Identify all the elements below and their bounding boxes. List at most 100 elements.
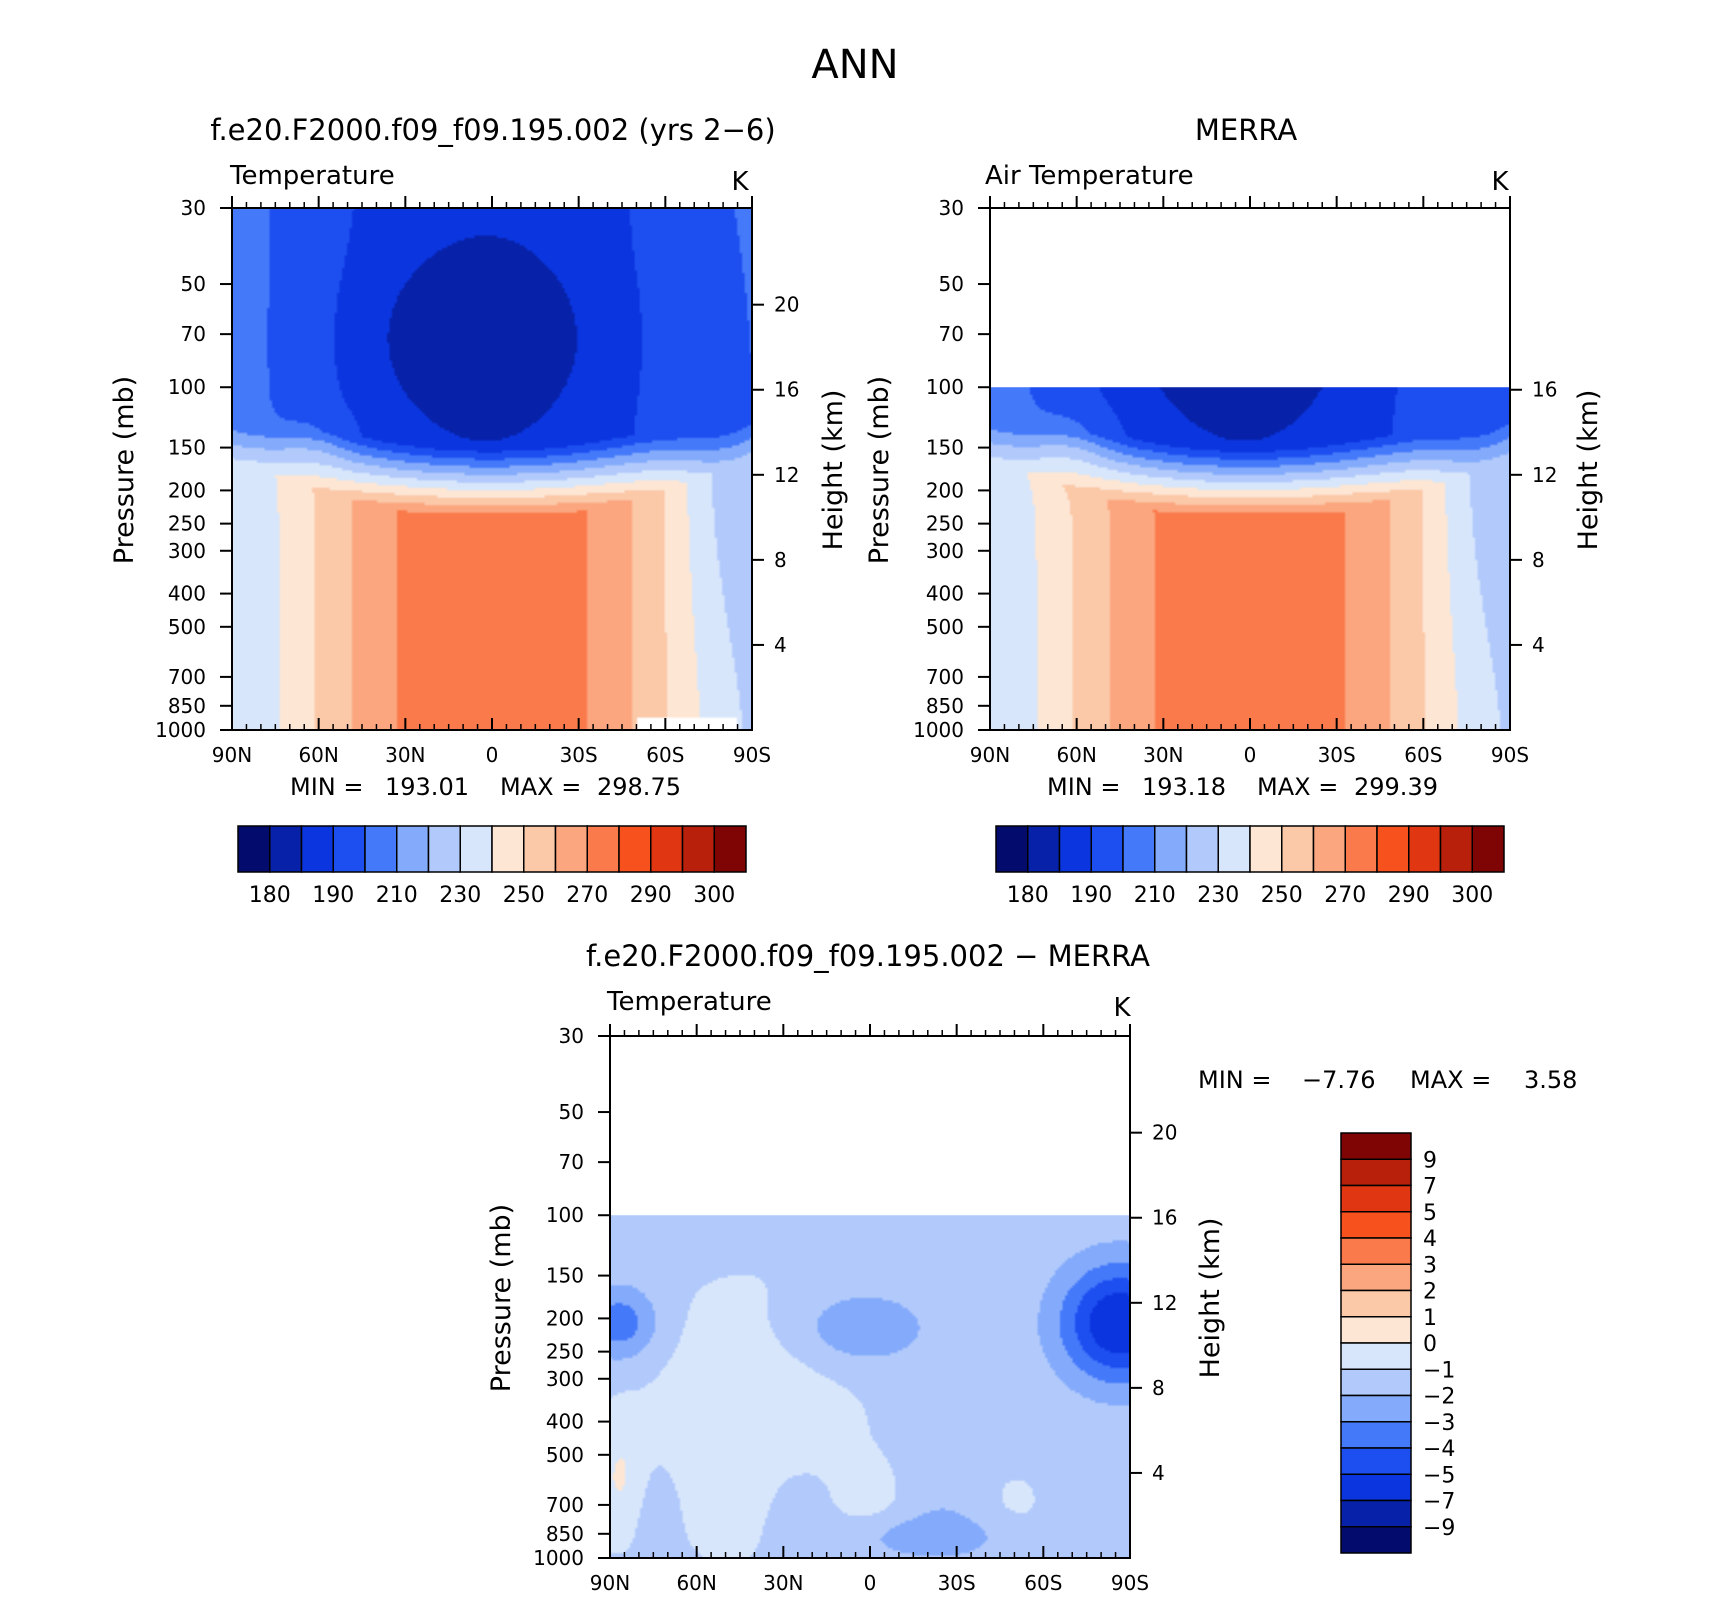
colorbar-label: 250 bbox=[503, 883, 545, 908]
y-axis-right-label: Height (km) bbox=[1573, 390, 1604, 551]
colorbar-box bbox=[1058, 825, 1092, 873]
colorbar-label: −3 bbox=[1423, 1411, 1455, 1436]
height-tick-label: 4 bbox=[1152, 1461, 1165, 1485]
colorbar-box bbox=[1471, 825, 1505, 873]
height-tick-label: 8 bbox=[774, 548, 787, 572]
colorbar-box bbox=[1217, 825, 1251, 873]
x-tick-label: 60S bbox=[1024, 1571, 1062, 1595]
height-tick-label: 4 bbox=[1532, 633, 1545, 657]
max-label: MAX = bbox=[1410, 1066, 1491, 1094]
colorbar-label: 290 bbox=[1388, 883, 1430, 908]
height-tick-label: 16 bbox=[1152, 1206, 1177, 1230]
y-tick-label: 1000 bbox=[155, 718, 206, 742]
colorbar-label: −5 bbox=[1423, 1463, 1455, 1488]
x-tick-label: 30N bbox=[763, 1571, 803, 1595]
colorbar-box bbox=[523, 825, 557, 873]
colorbar-label: 210 bbox=[376, 883, 418, 908]
y-tick-label: 30 bbox=[559, 1024, 584, 1048]
height-tick-label: 16 bbox=[774, 378, 799, 402]
colorbar-box bbox=[650, 825, 684, 873]
units-label: K bbox=[1113, 993, 1131, 1023]
colorbar-box bbox=[300, 825, 334, 873]
x-tick-label: 90N bbox=[970, 743, 1010, 767]
colorbar-label: 180 bbox=[1007, 883, 1049, 908]
y-tick-label: 50 bbox=[559, 1100, 584, 1124]
max-label: MAX = bbox=[1257, 773, 1338, 801]
colorbar-label: −7 bbox=[1423, 1490, 1455, 1515]
colorbar-label: 290 bbox=[630, 883, 672, 908]
y-axis-right-label: Height (km) bbox=[1195, 1218, 1226, 1379]
height-tick-label: 12 bbox=[1152, 1291, 1177, 1315]
colorbar-box bbox=[1340, 1184, 1412, 1213]
temperature-field bbox=[232, 208, 752, 730]
y-axis-label: Pressure (mb) bbox=[864, 376, 895, 564]
colorbar-label: 4 bbox=[1423, 1227, 1437, 1252]
y-axis-label: Pressure (mb) bbox=[486, 1204, 517, 1392]
colorbar-label: 270 bbox=[566, 883, 608, 908]
colorbar-label: 1 bbox=[1423, 1306, 1437, 1331]
colorbar-box bbox=[332, 825, 366, 873]
x-tick-label: 0 bbox=[1244, 743, 1257, 767]
y-tick-label: 30 bbox=[181, 196, 206, 220]
y-tick-label: 500 bbox=[926, 615, 964, 639]
colorbar-box bbox=[1340, 1158, 1412, 1187]
plot-area: 90N 60N 30N 0 30S 60S 90S 30 50 70 100 150 200 250 300… bbox=[913, 196, 1557, 767]
panel-merra: MERRA Air Temperature K Pressure (mb) He… bbox=[864, 113, 1604, 908]
height-tick-label: 8 bbox=[1152, 1376, 1165, 1400]
y-tick-label: 1000 bbox=[913, 718, 964, 742]
colorbar-box bbox=[1340, 1237, 1412, 1265]
colorbar-label: 250 bbox=[1261, 883, 1303, 908]
panel-difference: f.e20.F2000.f09_f09.195.002 − MERRA Temp… bbox=[486, 939, 1577, 1595]
colorbar-label: 2 bbox=[1423, 1280, 1437, 1305]
colorbar-box bbox=[1249, 825, 1283, 873]
y-tick-label: 100 bbox=[546, 1203, 584, 1227]
colorbar-label: 5 bbox=[1423, 1201, 1437, 1226]
units-label: K bbox=[731, 167, 749, 197]
y-tick-label: 500 bbox=[168, 615, 206, 639]
y-tick-label: 150 bbox=[168, 436, 206, 460]
y-tick-label: 1000 bbox=[533, 1546, 584, 1570]
colorbar-box bbox=[1340, 1421, 1412, 1449]
panel-title: f.e20.F2000.f09_f09.195.002 − MERRA bbox=[586, 939, 1150, 973]
colorbar-box bbox=[1122, 825, 1156, 873]
y-tick-label: 100 bbox=[168, 375, 206, 399]
colorbar-box bbox=[1340, 1289, 1412, 1318]
y-tick-label: 70 bbox=[181, 322, 206, 346]
y-tick-label: 250 bbox=[546, 1340, 584, 1364]
colorbar-label: 190 bbox=[312, 883, 354, 908]
colorbar-box bbox=[1344, 825, 1378, 873]
colorbar-box bbox=[1281, 825, 1315, 873]
colorbar: 180 190 210 230 250 270 290 300 bbox=[995, 825, 1505, 908]
max-value: 298.75 bbox=[597, 773, 681, 801]
colorbar-box bbox=[1340, 1526, 1412, 1554]
colorbar-label: 300 bbox=[1451, 883, 1493, 908]
colorbar-label: 230 bbox=[1197, 883, 1239, 908]
plot-area: 90N 60N 30N 0 30S 60S 90S 30 50 70 100 150 200 250 300… bbox=[533, 1024, 1177, 1595]
variable-label: Temperature bbox=[229, 161, 395, 191]
x-tick-label: 30N bbox=[1143, 743, 1183, 767]
min-label: MIN = bbox=[290, 773, 363, 801]
colorbar-box bbox=[1340, 1368, 1412, 1397]
x-tick-label: 90N bbox=[590, 1571, 630, 1595]
colorbar-label: 190 bbox=[1070, 883, 1112, 908]
y-tick-label: 300 bbox=[926, 539, 964, 563]
colorbar-box bbox=[1090, 825, 1124, 873]
height-tick-label: 12 bbox=[1532, 463, 1557, 487]
colorbar-label: 210 bbox=[1134, 883, 1176, 908]
colorbar-box bbox=[586, 825, 620, 873]
colorbar-label: −4 bbox=[1423, 1437, 1455, 1462]
y-tick-label: 150 bbox=[926, 436, 964, 460]
colorbar-label: 300 bbox=[693, 883, 735, 908]
colorbar-box bbox=[1340, 1473, 1412, 1502]
colorbar-label: −9 bbox=[1423, 1516, 1455, 1541]
colorbar: 180 190 210 230 250 270 290 300 bbox=[237, 825, 747, 908]
x-tick-label: 60N bbox=[1056, 743, 1096, 767]
height-tick-label: 12 bbox=[774, 463, 799, 487]
panel-title: f.e20.F2000.f09_f09.195.002 (yrs 2−6) bbox=[210, 113, 775, 147]
y-tick-label: 500 bbox=[546, 1443, 584, 1467]
x-tick-label: 30S bbox=[560, 743, 598, 767]
colorbar-box bbox=[459, 825, 493, 873]
y-tick-label: 200 bbox=[926, 478, 964, 502]
y-tick-label: 30 bbox=[939, 196, 964, 220]
